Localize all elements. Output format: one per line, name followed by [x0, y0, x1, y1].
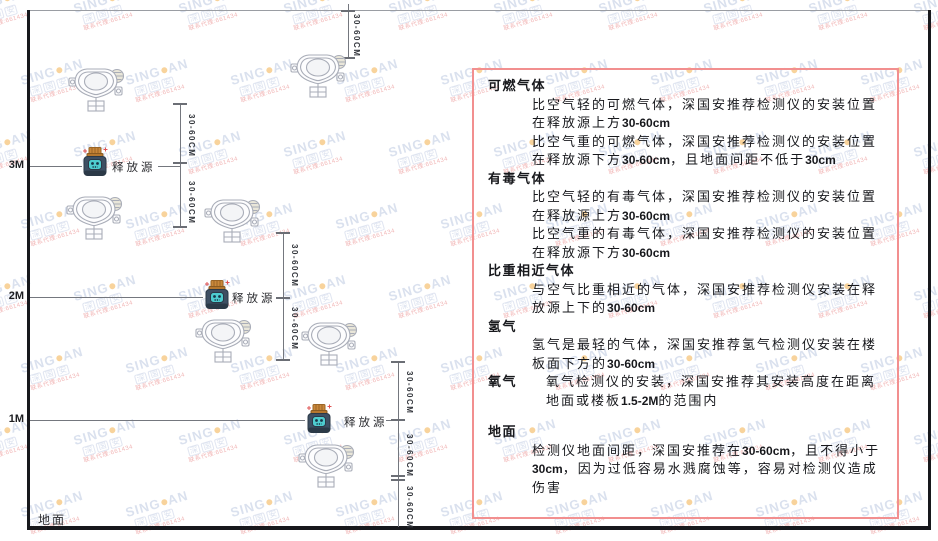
dimension-line — [398, 361, 399, 527]
dimension-label: 30-60CM — [352, 14, 361, 58]
release-source-icon — [202, 279, 232, 316]
dimension-tick — [276, 359, 290, 361]
dimension-line — [348, 4, 349, 58]
section-body: 氧气检测仪的安装，深国安推荐其安装高度在距离地面或楼板1.5-2M的范围内 — [546, 373, 883, 410]
dimension-label: 30-60CM — [290, 244, 299, 288]
section-heading: 氢气 — [488, 318, 518, 334]
section-heading: 氧气 — [488, 374, 518, 389]
gas-detector-icon — [298, 442, 356, 493]
section-paragraph: 氧气检测仪的安装，深国安推荐其安装高度在距离地面或楼板1.5-2M的范围内 — [546, 374, 877, 408]
panel-section: 地面 检测仪地面间距，深国安推荐在30-60cm，且不得小于30cm，因为过低容易… — [488, 423, 883, 497]
height-label-1m: 1M — [8, 413, 24, 425]
release-source-drawing — [83, 147, 108, 176]
dimension-label: 30-60CM — [187, 181, 196, 225]
dimension-tick — [341, 10, 355, 12]
level-line-2m — [30, 297, 203, 298]
level-line-1m — [30, 420, 305, 421]
dimension-tick — [391, 475, 405, 477]
left-wall-line — [27, 10, 30, 529]
gas-detector-icon — [290, 52, 348, 103]
ground-line — [27, 526, 931, 530]
connector-line — [158, 166, 180, 167]
dimension-label: 30-60CM — [405, 486, 414, 530]
gas-detector-drawing — [301, 322, 358, 366]
ground-label: 地面 — [38, 513, 67, 527]
dimension-label: 30-60CM — [405, 434, 414, 478]
dimension-tick — [173, 103, 187, 105]
section-body: 与空气比重相近的气体，深国安推荐检测仪安装在释放源上下的30-60cm — [532, 281, 883, 318]
release-source-drawing — [307, 404, 332, 433]
section-heading: 地面 — [488, 424, 518, 439]
level-line-3m — [30, 166, 82, 167]
dimension-label: 30-60CM — [187, 114, 196, 158]
gas-detector-drawing — [195, 319, 252, 363]
gas-detector-icon — [66, 194, 124, 245]
gas-detector-drawing — [66, 196, 123, 240]
section-heading: 比重相近气体 — [488, 263, 576, 278]
panel-section: 有毒气体比空气轻的有毒气体，深国安推荐检测仪的安装位置在释放源上方30-60cm… — [488, 170, 883, 263]
gas-detector-icon — [301, 320, 359, 371]
section-paragraph: 比空气轻的有毒气体，深国安推荐检测仪的安装位置在释放源上方30-60cm — [532, 189, 878, 223]
panel-section: 比重相近气体与空气比重相近的气体，深国安推荐检测仪安装在释放源上下的30-60c… — [488, 262, 883, 318]
dimension-label: 30-60CM — [290, 307, 299, 351]
height-label-3m: 3M — [8, 159, 24, 171]
section-heading: 可燃气体 — [488, 78, 547, 93]
section-body: 比空气轻的可燃气体，深国安推荐检测仪的安装位置在释放源上方30-60cm 比空气重… — [532, 96, 883, 170]
dimension-label: 30-60CM — [405, 371, 414, 415]
dimension-line — [283, 232, 284, 360]
gas-detector-icon — [204, 197, 262, 248]
gas-detector-drawing — [68, 68, 125, 112]
dimension-line — [180, 103, 181, 228]
dimension-tick — [391, 419, 405, 421]
section-paragraph: 与空气比重相近的气体，深国安推荐检测仪安装在释放源上下的30-60cm — [532, 281, 878, 316]
gas-detector-drawing — [204, 199, 261, 243]
release-source-label: 释放源 — [112, 162, 156, 174]
dimension-tick — [391, 479, 405, 481]
section-paragraph: 比空气轻的可燃气体，深国安推荐检测仪的安装位置在释放源上方30-60cm — [532, 96, 878, 131]
section-paragraph: 检测仪地面间距，深国安推荐在30-60cm，且不得小于30cm，因为过低容易水溅… — [532, 442, 881, 495]
panel-section: 氧气 氧气检测仪的安装，深国安推荐其安装高度在距离地面或楼板1.5-2M的范围内 — [488, 373, 883, 410]
panel-section: 可燃气体比空气轻的可燃气体，深国安推荐检测仪的安装位置在释放源上方30-60cm… — [488, 77, 883, 170]
ceiling-line — [28, 10, 929, 11]
dimension-tick — [173, 226, 187, 228]
gas-detector-icon — [195, 317, 253, 368]
dimension-tick — [276, 232, 290, 234]
release-source-icon — [80, 146, 110, 183]
section-body: 比空气轻的有毒气体，深国安推荐检测仪的安装位置在释放源上方30-60cm 比空气重… — [532, 188, 883, 262]
height-label-2m: 2M — [8, 290, 24, 302]
section-heading: 有毒气体 — [488, 170, 547, 186]
release-source-label: 释放源 — [344, 417, 388, 429]
dimension-tick — [173, 162, 187, 164]
gas-detector-icon — [68, 66, 126, 117]
section-paragraph: 比空气重的可燃气体，深国安推荐检测仪的安装位置在释放源下方30-60cm，且地面… — [532, 133, 878, 168]
gas-detector-drawing — [290, 54, 347, 98]
dimension-tick — [276, 297, 290, 299]
section-body: 氢气是最轻的气体，深国安推荐氢气检测仪安装在楼板面下方的30-60cm — [532, 336, 883, 373]
section-body: 检测仪地面间距，深国安推荐在30-60cm，且不得小于30cm，因为过低容易水溅… — [532, 442, 883, 498]
section-paragraph: 氢气是最轻的气体，深国安推荐氢气检测仪安装在楼板面下方的30-60cm — [532, 337, 878, 371]
release-source-drawing — [205, 280, 230, 309]
right-wall-line — [928, 10, 931, 529]
release-source-icon — [304, 403, 334, 440]
dimension-tick — [341, 57, 355, 59]
installation-rules-panel: 可燃气体比空气轻的可燃气体，深国安推荐检测仪的安装位置在释放源上方30-60cm… — [472, 68, 899, 519]
dimension-tick — [391, 361, 405, 363]
release-source-label: 释放源 — [232, 293, 276, 305]
gas-detector-drawing — [298, 444, 355, 488]
panel-section: 氢气 氢气是最轻的气体，深国安推荐氢气检测仪安装在楼板面下方的30-60cm — [488, 318, 883, 374]
section-paragraph: 比空气重的有毒气体，深国安推荐检测仪的安装位置在释放源下方30-60cm — [532, 226, 878, 260]
